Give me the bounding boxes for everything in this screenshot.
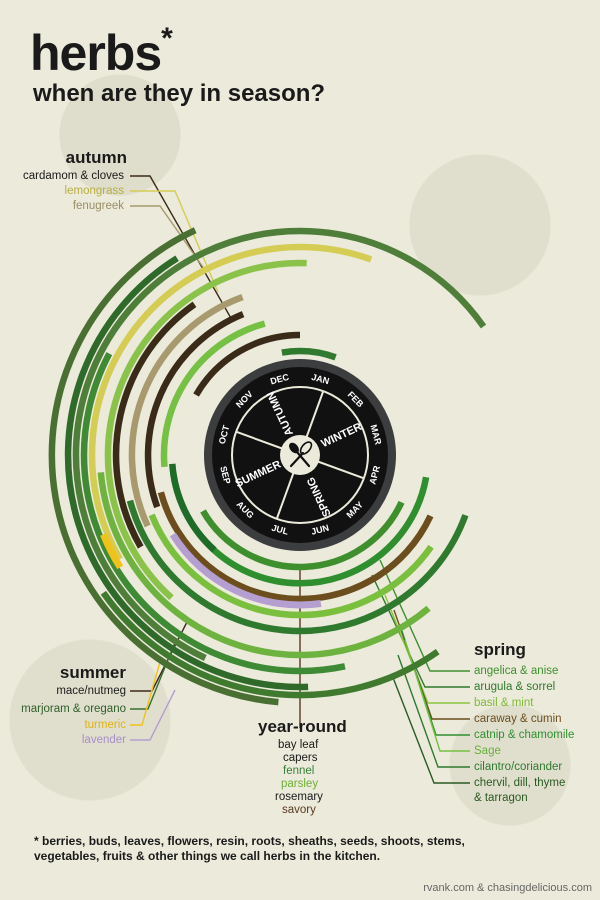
arc-autumn-green [72,227,487,661]
legend-catnip: catnip & chamomile [474,729,575,741]
arc-sage [148,513,434,619]
arc-short-green [281,347,337,361]
legend-arugula: arugula & sorrel [474,681,556,693]
leader-line-8 [379,559,470,672]
month-label-sep: SEP [218,465,232,485]
legend-turmeric: turmeric [84,719,126,731]
autumn-heading: autumn [65,148,127,167]
leader-line-14 [397,654,470,768]
arc-arugula [126,499,469,635]
page-title: herbs* [30,22,173,81]
legend-basil: basil & mint [474,697,534,709]
arc-lavender [169,532,322,609]
arc-turmeric [100,533,124,570]
leader-line-13 [404,639,470,752]
arc-caraway [157,491,434,603]
arc-spring-1 [100,590,440,699]
legend-caraway: caraway & cumin [474,713,562,725]
month-label-jan: JAN [310,372,330,386]
leader-line-6 [130,689,176,741]
arc-cardamom-inner [193,331,301,397]
leader-line-2 [130,205,206,271]
legend-sage: Sage [474,745,501,757]
month-label-dec: DEC [269,372,290,387]
year-round-heading: year-round [258,717,347,736]
legend-tarragon: & tarragon [474,792,528,804]
summer-heading: summer [59,663,126,682]
legend-fenugreek: fenugreek [72,200,124,212]
spoon-handle-icon [295,450,311,468]
legend-mace: mace/nutmeg [56,685,126,697]
spoon-icon [289,442,299,454]
legend-bay-leaf: bay leaf [278,739,319,751]
legend-capers: capers [283,752,318,764]
arc-outer-1 [48,227,279,706]
legend-lemongrass: lemongrass [64,185,124,197]
legend-cardamom: cardamom & cloves [23,170,124,182]
month-label-jun: JUN [310,523,330,537]
legend-chervil: chervil, dill, thyme [474,777,566,789]
arc-cardamom [112,301,197,549]
page-subtitle: when are they in season? [33,80,326,107]
legend-cilantro: cilantro/coriander [474,761,563,773]
legend-rosemary: rosemary [275,791,323,803]
arc-angelica [200,500,405,571]
month-label-apr: APR [367,464,382,485]
legend-fennel: fennel [283,765,315,777]
arc-lemongrass [88,243,373,561]
leader-line-9 [371,574,470,688]
arc-parsley-a [160,320,266,468]
arc-spring-2 [80,352,346,675]
whisk-handle-icon [289,451,305,468]
month-label-jul: JUL [270,523,289,537]
credit-text: rvank.com & chasingdelicious.com [423,882,592,894]
arc-marjoram [169,463,217,553]
leader-line-15 [391,674,470,784]
legend-savory: savory [282,804,316,816]
arc-spring-3 [97,472,431,659]
legend-marjoram: marjoram & oregano [21,703,126,715]
arc-year-1 [64,255,309,691]
leader-line-5 [130,661,161,726]
legend-angelica: angelica & anise [474,665,559,677]
legend-parsley: parsley [281,778,319,790]
arc-mace [144,311,245,509]
arc-basil [104,259,307,601]
arc-fenugreek [128,294,244,528]
month-label-oct: OCT [217,424,232,445]
spring-heading: spring [474,640,526,659]
footnote: * berries, buds, leaves, flowers, resin,… [34,834,465,863]
leader-line-1 [130,190,219,293]
legend-lavender: lavender [81,734,126,746]
